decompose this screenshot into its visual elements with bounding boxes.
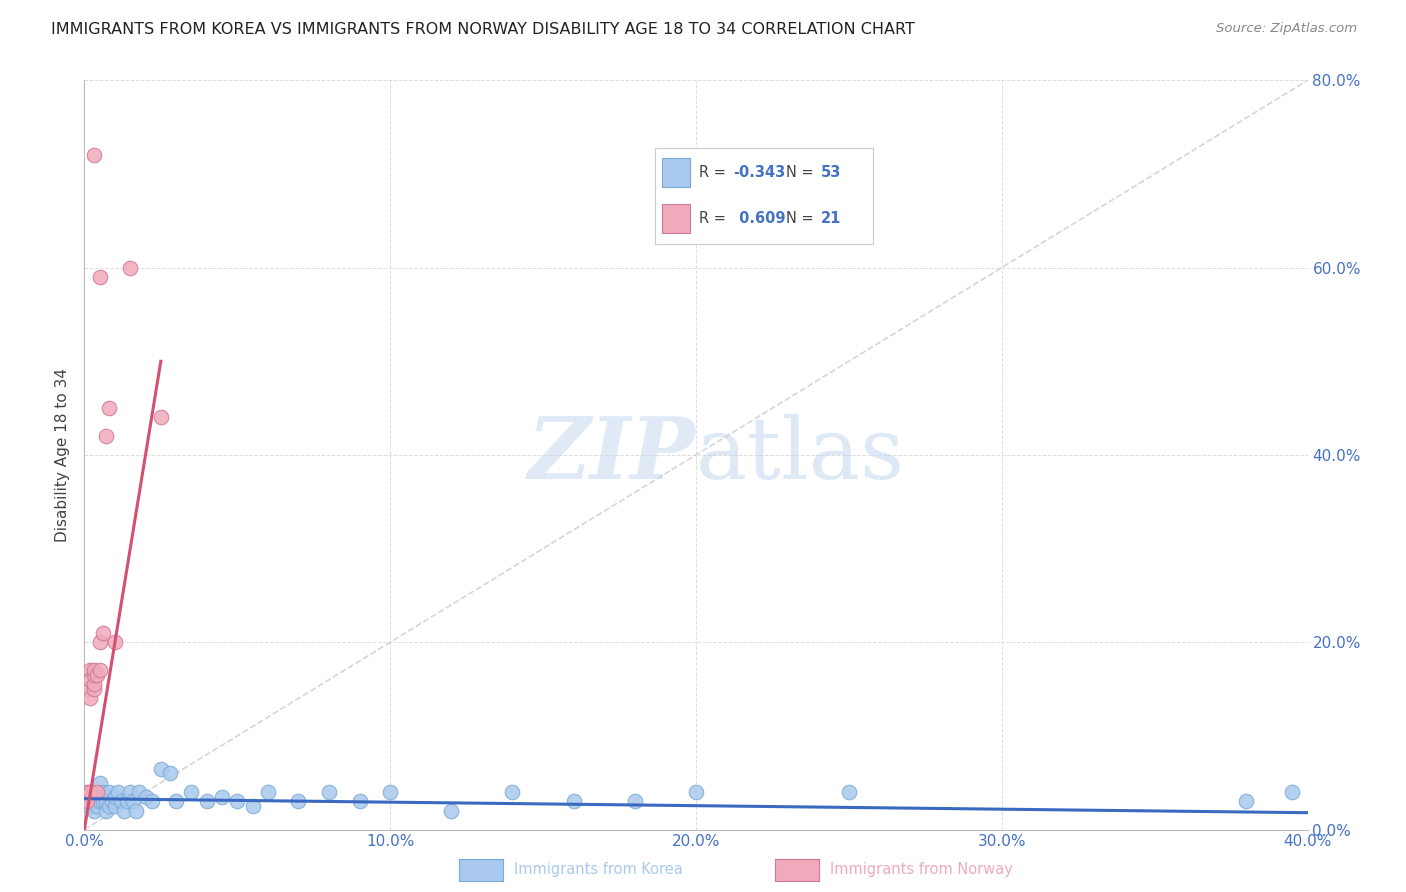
Point bbox=[79, 664, 101, 678]
Point bbox=[122, 795, 145, 809]
Text: N =: N = bbox=[786, 165, 818, 180]
Point bbox=[318, 785, 340, 799]
Point bbox=[165, 795, 187, 809]
Point bbox=[120, 785, 142, 799]
Point bbox=[76, 795, 98, 809]
Point bbox=[86, 799, 108, 814]
Text: atlas: atlas bbox=[696, 413, 905, 497]
Point bbox=[562, 795, 585, 809]
Point bbox=[89, 776, 111, 790]
Point bbox=[86, 795, 108, 809]
Point bbox=[349, 795, 371, 809]
Text: 21: 21 bbox=[821, 211, 841, 226]
Point bbox=[149, 762, 172, 776]
Point bbox=[125, 804, 148, 818]
Point bbox=[135, 789, 157, 804]
Point bbox=[94, 429, 117, 443]
Point bbox=[101, 795, 124, 809]
Point bbox=[1281, 785, 1303, 799]
Text: R =: R = bbox=[699, 211, 730, 226]
Point bbox=[104, 799, 127, 814]
Text: ZIP: ZIP bbox=[529, 413, 696, 497]
Point bbox=[79, 673, 101, 687]
Point bbox=[440, 804, 463, 818]
Point bbox=[89, 664, 111, 678]
Point bbox=[76, 789, 98, 804]
Text: IMMIGRANTS FROM KOREA VS IMMIGRANTS FROM NORWAY DISABILITY AGE 18 TO 34 CORRELAT: IMMIGRANTS FROM KOREA VS IMMIGRANTS FROM… bbox=[51, 22, 914, 37]
Point bbox=[141, 795, 163, 809]
Point bbox=[159, 766, 181, 780]
Point bbox=[94, 804, 117, 818]
Point bbox=[89, 635, 111, 649]
Point bbox=[83, 677, 105, 691]
Point bbox=[242, 799, 264, 814]
Point bbox=[257, 785, 280, 799]
Point bbox=[287, 795, 309, 809]
Point bbox=[91, 785, 114, 799]
Point bbox=[83, 789, 105, 804]
Text: Immigrants from Norway: Immigrants from Norway bbox=[830, 863, 1012, 877]
Text: 53: 53 bbox=[821, 165, 841, 180]
Point bbox=[107, 785, 129, 799]
Point bbox=[94, 795, 117, 809]
Point bbox=[79, 691, 101, 706]
Y-axis label: Disability Age 18 to 34: Disability Age 18 to 34 bbox=[55, 368, 70, 542]
Point bbox=[149, 410, 172, 425]
Point bbox=[104, 635, 127, 649]
Point bbox=[76, 785, 98, 799]
Point bbox=[79, 799, 101, 814]
Point bbox=[838, 785, 860, 799]
Point bbox=[211, 789, 233, 804]
Point bbox=[91, 795, 114, 809]
Point bbox=[83, 682, 105, 697]
Point bbox=[685, 785, 707, 799]
Point bbox=[83, 804, 105, 818]
Point bbox=[104, 789, 127, 804]
Point bbox=[97, 401, 120, 416]
Point bbox=[76, 682, 98, 697]
Point bbox=[380, 785, 402, 799]
Point bbox=[76, 795, 98, 809]
Point bbox=[79, 795, 101, 809]
Point bbox=[83, 664, 105, 678]
Point bbox=[115, 795, 138, 809]
Point bbox=[79, 785, 101, 799]
Text: -0.343: -0.343 bbox=[734, 165, 786, 180]
Text: Source: ZipAtlas.com: Source: ZipAtlas.com bbox=[1216, 22, 1357, 36]
Point bbox=[79, 785, 101, 799]
Point bbox=[128, 785, 150, 799]
Point bbox=[195, 795, 218, 809]
Text: 0.609: 0.609 bbox=[734, 211, 785, 226]
Point bbox=[120, 260, 142, 275]
Text: R =: R = bbox=[699, 165, 730, 180]
Point bbox=[86, 785, 108, 799]
Point bbox=[91, 626, 114, 640]
Point bbox=[86, 668, 108, 682]
Point bbox=[83, 668, 105, 682]
Point bbox=[1236, 795, 1258, 809]
FancyBboxPatch shape bbox=[662, 204, 690, 233]
Point bbox=[89, 795, 111, 809]
Text: N =: N = bbox=[786, 211, 818, 226]
Point bbox=[112, 804, 135, 818]
Text: Immigrants from Korea: Immigrants from Korea bbox=[513, 863, 682, 877]
Point bbox=[226, 795, 249, 809]
Point bbox=[89, 269, 111, 284]
Point bbox=[97, 785, 120, 799]
Point bbox=[83, 148, 105, 162]
Point bbox=[502, 785, 524, 799]
Point bbox=[86, 789, 108, 804]
Point bbox=[624, 795, 647, 809]
Point bbox=[97, 799, 120, 814]
Point bbox=[83, 785, 105, 799]
Point bbox=[180, 785, 202, 799]
Point bbox=[110, 795, 132, 809]
FancyBboxPatch shape bbox=[662, 158, 690, 186]
